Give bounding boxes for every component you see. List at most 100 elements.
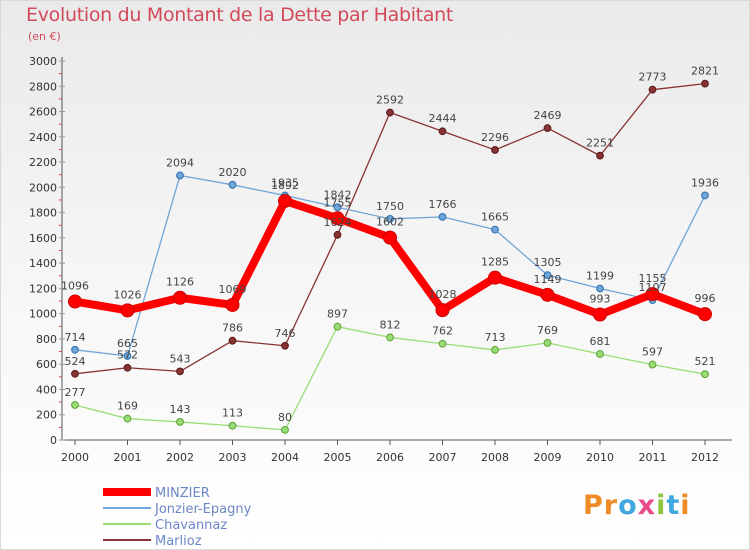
data-label: 2251 xyxy=(586,137,614,150)
data-point xyxy=(438,212,447,221)
data-label: 169 xyxy=(117,400,138,413)
data-label: 1305 xyxy=(534,256,562,269)
data-label: 1199 xyxy=(586,270,614,283)
x-tick-label: 2012 xyxy=(691,451,719,464)
data-point xyxy=(281,425,289,434)
data-label: 762 xyxy=(432,325,453,338)
x-tick-label: 2001 xyxy=(114,451,142,464)
chart-subtitle: (en €) xyxy=(28,30,61,43)
data-point xyxy=(123,352,132,360)
x-tick-label: 2010 xyxy=(586,451,614,464)
chart-title: Evolution du Montant de la Dette par Hab… xyxy=(26,4,454,26)
data-label: 1096 xyxy=(61,280,89,293)
data-label: 597 xyxy=(642,346,663,359)
x-tick-label: 2008 xyxy=(481,451,509,464)
x-tick-label: 2005 xyxy=(324,451,352,464)
data-point xyxy=(435,303,450,318)
data-label: 2094 xyxy=(166,156,194,169)
data-label: 2469 xyxy=(534,109,562,122)
data-label: 786 xyxy=(222,322,243,335)
data-point xyxy=(71,401,79,409)
data-point xyxy=(228,180,237,189)
data-point xyxy=(173,290,187,305)
x-tick-label: 2009 xyxy=(534,451,562,464)
data-point xyxy=(330,211,345,226)
data-label: 572 xyxy=(117,349,138,362)
legend-label-marlioz: Marlioz xyxy=(155,534,202,549)
y-tick-label: 2000 xyxy=(29,181,57,194)
data-label: 714 xyxy=(65,331,86,344)
data-point xyxy=(386,333,394,342)
data-label: 1936 xyxy=(691,176,719,189)
data-point xyxy=(333,203,342,212)
data-point xyxy=(596,284,604,293)
data-point xyxy=(491,146,499,154)
data-label: 1126 xyxy=(166,276,194,289)
y-tick-label: 200 xyxy=(36,409,57,422)
data-point xyxy=(540,287,555,302)
y-tick-label: 2600 xyxy=(29,106,57,119)
data-point xyxy=(701,79,709,88)
data-label: 521 xyxy=(695,355,716,368)
data-point xyxy=(123,363,132,372)
data-point xyxy=(701,370,709,379)
y-tick-label: 0 xyxy=(50,434,57,447)
data-label: 993 xyxy=(590,293,611,306)
data-point xyxy=(438,127,447,136)
data-label: 1026 xyxy=(114,288,142,301)
data-label: 1755 xyxy=(324,196,352,209)
x-tick-label: 2003 xyxy=(219,451,247,464)
x-tick-label: 2000 xyxy=(61,451,89,464)
data-label: 80 xyxy=(278,411,292,424)
data-label: 113 xyxy=(222,407,243,420)
data-label: 1935 xyxy=(271,177,299,190)
data-point xyxy=(71,369,79,378)
data-point xyxy=(225,297,240,312)
data-point xyxy=(123,414,132,423)
data-point xyxy=(701,191,709,200)
data-label: 1750 xyxy=(376,200,404,213)
data-label: 1069 xyxy=(219,283,247,296)
y-tick-label: 3000 xyxy=(29,55,57,68)
data-point xyxy=(120,303,135,318)
data-point xyxy=(278,193,292,208)
data-label: 2592 xyxy=(376,94,404,107)
data-point xyxy=(228,421,237,430)
data-point xyxy=(176,418,184,426)
y-tick-label: 400 xyxy=(36,383,57,396)
data-point xyxy=(648,360,657,369)
data-label: 1149 xyxy=(534,273,562,286)
legend-label-minzier: MINZIER xyxy=(155,486,210,501)
data-label: 277 xyxy=(65,386,86,399)
data-point xyxy=(228,336,237,345)
data-point xyxy=(593,307,607,322)
data-point xyxy=(333,322,342,331)
x-tick-label: 2002 xyxy=(166,451,194,464)
x-tick-label: 2007 xyxy=(429,451,457,464)
data-label: 1602 xyxy=(376,216,404,229)
y-tick-label: 2400 xyxy=(29,131,57,144)
data-label: 665 xyxy=(117,337,138,350)
y-tick-label: 2200 xyxy=(29,156,57,169)
data-point xyxy=(176,171,184,180)
data-point xyxy=(543,338,552,347)
y-tick-label: 600 xyxy=(36,358,57,371)
x-tick-label: 2004 xyxy=(271,451,299,464)
data-point xyxy=(648,85,657,94)
data-label: 812 xyxy=(380,318,401,331)
data-point xyxy=(491,346,499,354)
data-point xyxy=(386,215,394,223)
data-label: 1028 xyxy=(429,288,457,301)
data-label: 713 xyxy=(485,331,506,344)
data-label: 769 xyxy=(537,324,558,337)
data-label: 1624 xyxy=(324,216,352,229)
x-tick-label: 2006 xyxy=(376,451,404,464)
y-tick-label: 1800 xyxy=(29,207,57,220)
proxiti-logo: Proxiti xyxy=(583,490,691,521)
data-point xyxy=(386,108,394,117)
y-tick-label: 1400 xyxy=(29,257,57,270)
data-label: 1892 xyxy=(271,179,299,192)
data-point xyxy=(176,367,184,376)
data-point xyxy=(438,339,447,348)
data-label: 1155 xyxy=(639,272,667,285)
